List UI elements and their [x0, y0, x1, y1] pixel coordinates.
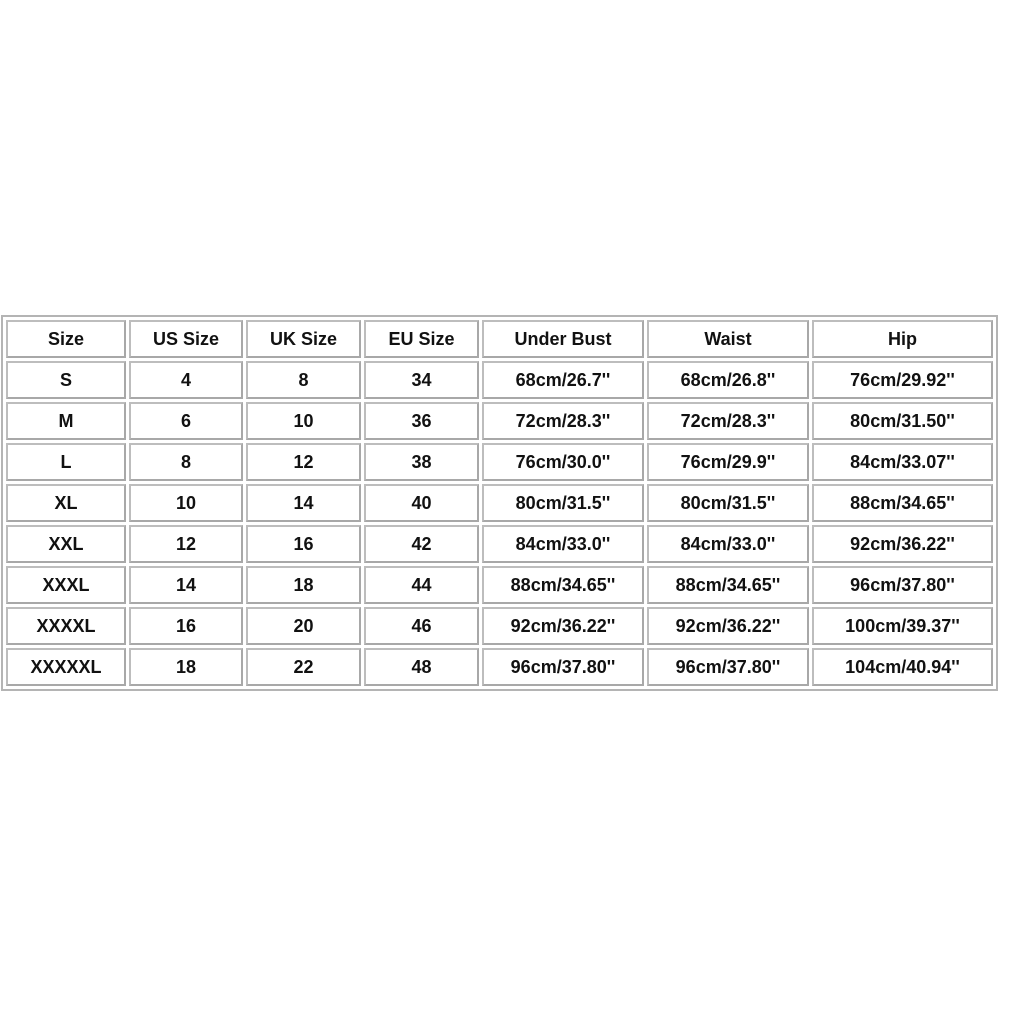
table-cell: XL	[6, 484, 126, 522]
table-cell: 18	[246, 566, 361, 604]
table-cell: 42	[364, 525, 479, 563]
table-cell: 46	[364, 607, 479, 645]
table-cell: XXXL	[6, 566, 126, 604]
column-header: Under Bust	[482, 320, 644, 358]
column-header: UK Size	[246, 320, 361, 358]
table-cell: 6	[129, 402, 243, 440]
table-cell: 84cm/33.07''	[812, 443, 993, 481]
table-cell: 8	[246, 361, 361, 399]
table-row: S 4 8 34 68cm/26.7'' 68cm/26.8'' 76cm/29.92''	[6, 361, 993, 399]
table-cell: 16	[129, 607, 243, 645]
table-row: XXL 12 16 42 84cm/33.0'' 84cm/33.0'' 92cm/36.2…	[6, 525, 993, 563]
table-cell: 14	[129, 566, 243, 604]
header-row: Size US Size UK Size EU Size Under Bust Waist…	[6, 320, 993, 358]
table-cell: 10	[129, 484, 243, 522]
table-row: XXXL 14 18 44 88cm/34.65'' 88cm/34.65'' 96cm/3…	[6, 566, 993, 604]
table-cell: 44	[364, 566, 479, 604]
table-cell: 12	[129, 525, 243, 563]
table-cell: XXL	[6, 525, 126, 563]
table-cell: 104cm/40.94''	[812, 648, 993, 686]
size-chart-table: Size US Size UK Size EU Size Under Bust Waist…	[1, 315, 998, 691]
table-cell: 20	[246, 607, 361, 645]
table-cell: 96cm/37.80''	[647, 648, 809, 686]
table-cell: 80cm/31.5''	[482, 484, 644, 522]
table-cell: 80cm/31.50''	[812, 402, 993, 440]
table-cell: 22	[246, 648, 361, 686]
table-cell: 72cm/28.3''	[647, 402, 809, 440]
table-cell: 96cm/37.80''	[812, 566, 993, 604]
column-header: Waist	[647, 320, 809, 358]
table-cell: XXXXXL	[6, 648, 126, 686]
table-cell: 100cm/39.37''	[812, 607, 993, 645]
table-row: XL 10 14 40 80cm/31.5'' 80cm/31.5'' 88cm/34.65…	[6, 484, 993, 522]
table-cell: 76cm/30.0''	[482, 443, 644, 481]
table-cell: 92cm/36.22''	[482, 607, 644, 645]
table-cell: 96cm/37.80''	[482, 648, 644, 686]
table-cell: 16	[246, 525, 361, 563]
size-chart: Size US Size UK Size EU Size Under Bust Waist…	[1, 315, 998, 691]
table-cell: XXXXL	[6, 607, 126, 645]
table-cell: L	[6, 443, 126, 481]
table-cell: 92cm/36.22''	[647, 607, 809, 645]
table-cell: 48	[364, 648, 479, 686]
table-cell: 18	[129, 648, 243, 686]
table-cell: 38	[364, 443, 479, 481]
table-cell: 76cm/29.9''	[647, 443, 809, 481]
table-cell: 40	[364, 484, 479, 522]
table-cell: 72cm/28.3''	[482, 402, 644, 440]
table-cell: 88cm/34.65''	[812, 484, 993, 522]
table-row: L 8 12 38 76cm/30.0'' 76cm/29.9'' 84cm/33.07''	[6, 443, 993, 481]
table-cell: M	[6, 402, 126, 440]
table-cell: 76cm/29.92''	[812, 361, 993, 399]
table-cell: 10	[246, 402, 361, 440]
table-row: XXXXL 16 20 46 92cm/36.22'' 92cm/36.22'' 100cm…	[6, 607, 993, 645]
table-cell: 92cm/36.22''	[812, 525, 993, 563]
table-cell: 34	[364, 361, 479, 399]
table-cell: 84cm/33.0''	[647, 525, 809, 563]
column-header: Hip	[812, 320, 993, 358]
table-cell: 88cm/34.65''	[482, 566, 644, 604]
table-row: XXXXXL 18 22 48 96cm/37.80'' 96cm/37.80'' 104c…	[6, 648, 993, 686]
table-cell: 8	[129, 443, 243, 481]
table-cell: 4	[129, 361, 243, 399]
column-header: US Size	[129, 320, 243, 358]
table-cell: 84cm/33.0''	[482, 525, 644, 563]
table-cell: 68cm/26.8''	[647, 361, 809, 399]
table-cell: 80cm/31.5''	[647, 484, 809, 522]
table-row: M 6 10 36 72cm/28.3'' 72cm/28.3'' 80cm/31.50''	[6, 402, 993, 440]
column-header: EU Size	[364, 320, 479, 358]
table-cell: 14	[246, 484, 361, 522]
table-cell: 36	[364, 402, 479, 440]
table-cell: 68cm/26.7''	[482, 361, 644, 399]
column-header: Size	[6, 320, 126, 358]
table-cell: 12	[246, 443, 361, 481]
table-cell: S	[6, 361, 126, 399]
table-cell: 88cm/34.65''	[647, 566, 809, 604]
